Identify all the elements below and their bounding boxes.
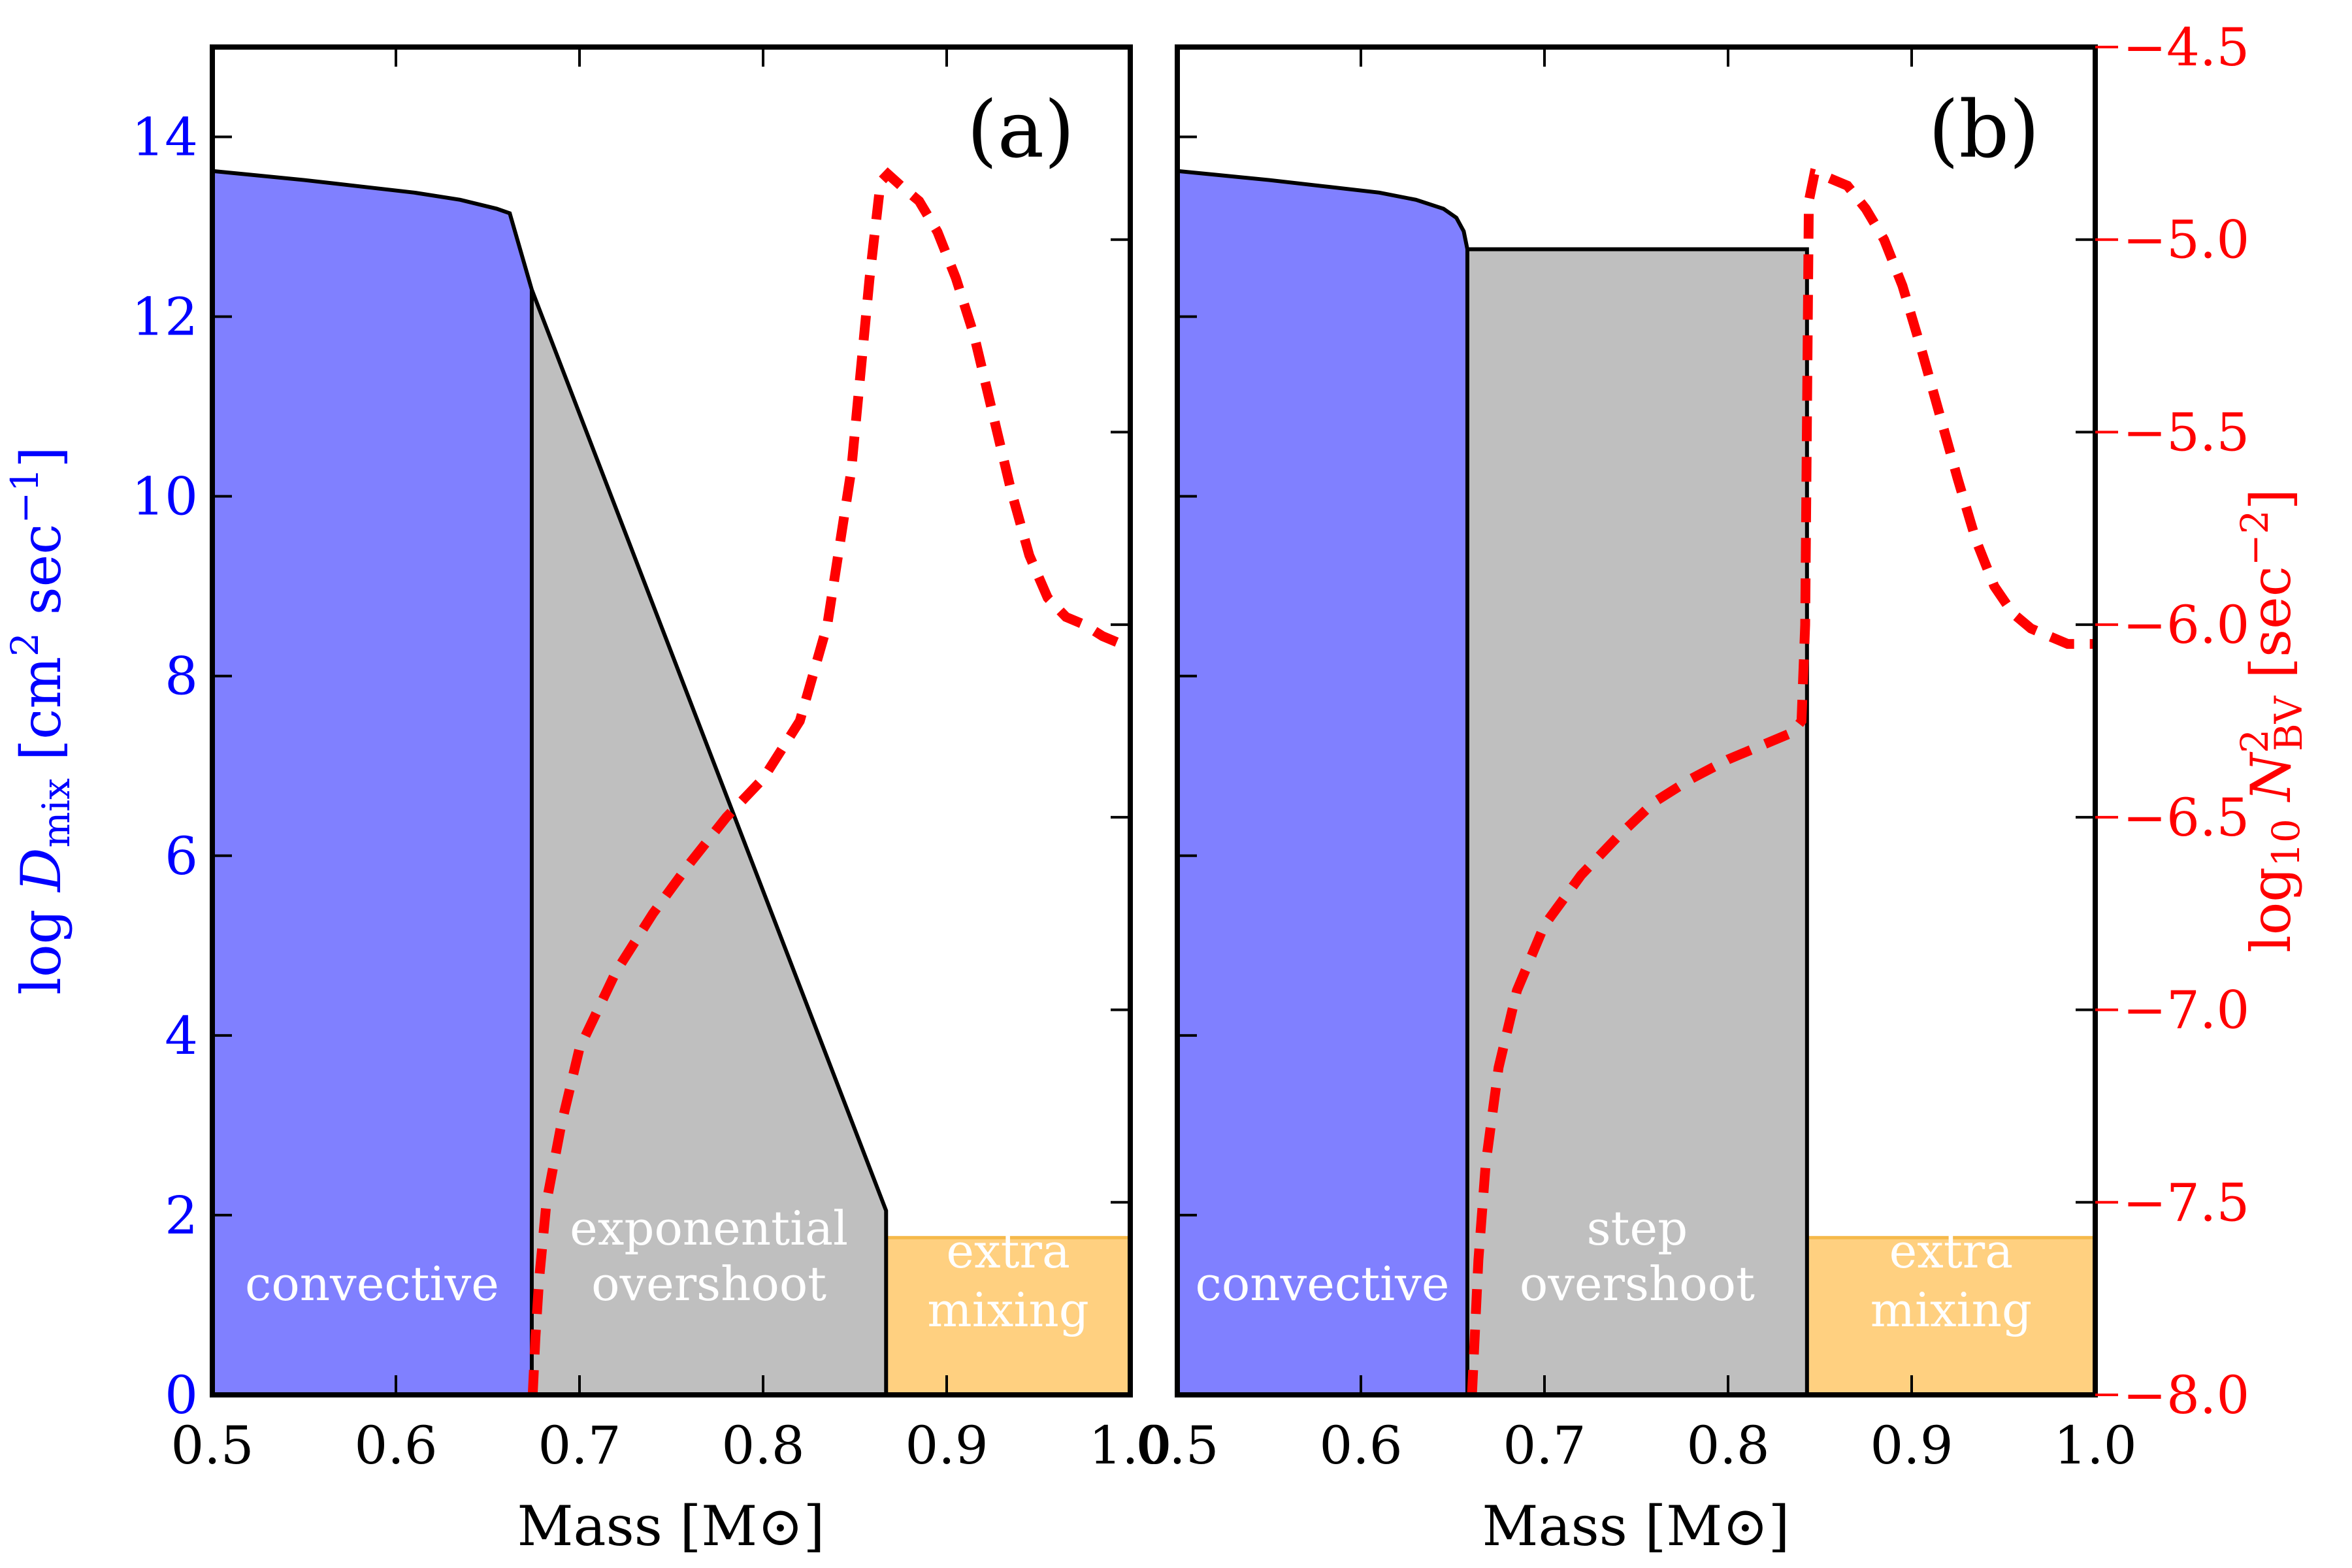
panel-b-label: (b)	[1929, 85, 2040, 176]
right-y-tick-label: −6.0	[2123, 595, 2249, 655]
panel-a-label-exponential-overshoot: exponential overshoot	[570, 1201, 848, 1311]
x-tick-label: 0.6	[354, 1415, 437, 1476]
panel-b: convective step overshoot extra mixing (b)…	[1135, 17, 2249, 1476]
x-tick-label: 1.0	[1088, 1415, 1171, 1476]
panel-a: convective exponential overshoot extra mix…	[131, 44, 1172, 1476]
panel-a-x-axis-title: Mass [M⊙]	[517, 1494, 825, 1558]
x-tick-label: 0.5	[1135, 1415, 1218, 1476]
left-y-tick-label: 4	[165, 1005, 198, 1066]
panel-a-label: (a)	[967, 85, 1075, 176]
right-y-tick-label: −5.0	[2123, 210, 2249, 270]
right-y-tick-label: −5.5	[2123, 402, 2249, 463]
x-tick-label: 0.8	[1686, 1415, 1769, 1476]
left-y-tick-label: 6	[165, 826, 198, 887]
left-y-axis-title: log Dmix [cm2 sec−1]	[3, 446, 78, 994]
panel-b-n2-curve	[1467, 168, 2095, 1395]
panel-b-label-step-overshoot: step overshoot	[1520, 1201, 1755, 1311]
left-y-tick-label: 2	[165, 1185, 198, 1246]
x-tick-label: 0.7	[538, 1415, 621, 1476]
panel-b-x-axis-title: Mass [M⊙]	[1482, 1494, 1790, 1558]
panel-b-frame	[1175, 44, 2098, 1397]
panel-a-label-convective: convective	[245, 1256, 499, 1311]
panel-b-axes: 0.5 0.6 0.7 0.8 0.9 1.0−8.0 −7.5 −7.0 −6.5 −6.0 −5…	[1135, 17, 2249, 1476]
right-y-tick-label: −6.5	[2123, 787, 2249, 848]
right-y-tick-label: −4.5	[2123, 17, 2249, 78]
panel-a-axes: 0.5 0.6 0.7 0.8 0.9 1.0 0 2 4 6 8 10 12 14	[131, 46, 1172, 1476]
x-tick-label: 1.0	[2053, 1415, 2136, 1476]
panel-b-dmix-outline	[1177, 169, 1809, 1395]
right-y-tick-label: −8.0	[2123, 1365, 2249, 1426]
right-y-tick-label: −7.0	[2123, 980, 2249, 1041]
left-y-tick-label: 0	[165, 1365, 198, 1426]
panel-a-label-extra-mixing: extra mixing	[927, 1224, 1088, 1337]
x-tick-label: 0.9	[1870, 1415, 1953, 1476]
left-y-tick-label: 10	[131, 466, 198, 527]
x-tick-label: 0.6	[1319, 1415, 1402, 1476]
x-tick-label: 0.5	[171, 1415, 253, 1476]
panel-b-extra-mixing-region	[1805, 1235, 2095, 1395]
panel-b-convective-region	[1177, 171, 1467, 1395]
panel-a-dmix-outline	[212, 169, 889, 1395]
left-y-tick-label: 12	[131, 287, 198, 348]
right-y-tick-label: −7.5	[2123, 1172, 2249, 1233]
panel-a-frame	[210, 44, 1133, 1397]
right-y-axis-title: log10 N2BV [sec−2]	[2232, 489, 2311, 953]
x-tick-label: 0.7	[1503, 1415, 1586, 1476]
x-tick-label: 0.9	[905, 1415, 988, 1476]
x-tick-label: 0.8	[721, 1415, 804, 1476]
panel-b-label-convective: convective	[1196, 1256, 1450, 1311]
panel-b-label-extra-mixing: extra mixing	[1870, 1224, 2032, 1337]
panel-a-exponential-overshoot-region	[531, 289, 887, 1395]
left-y-tick-label: 8	[165, 646, 198, 707]
panel-a-convective-region	[212, 171, 532, 1395]
left-y-tick-label: 14	[131, 107, 198, 168]
panel-a-n2-curve	[527, 167, 1130, 1395]
